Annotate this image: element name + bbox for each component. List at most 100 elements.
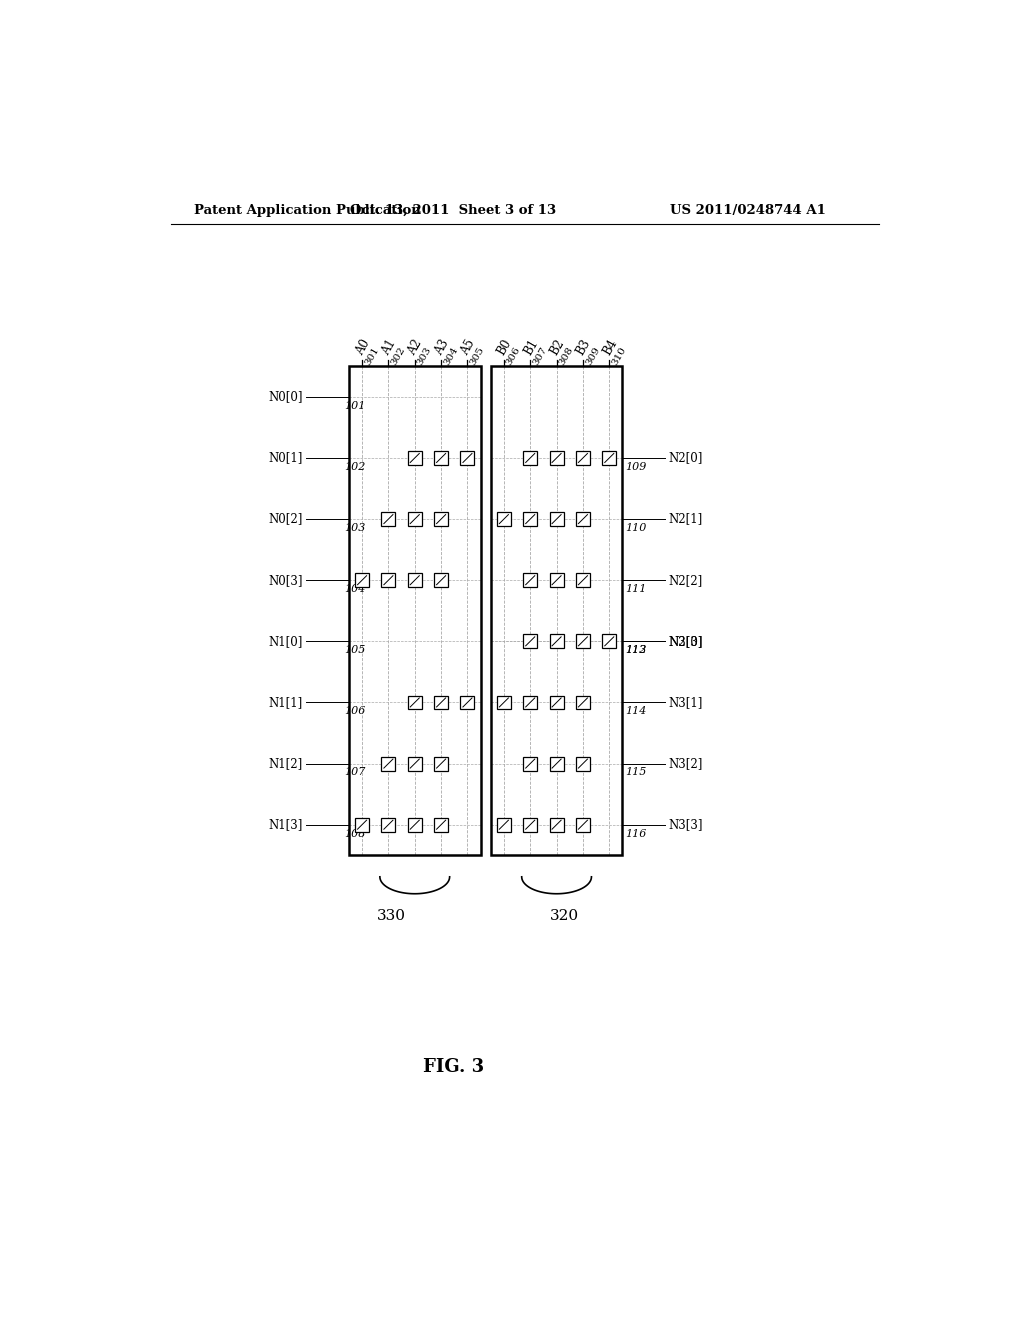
Bar (523, 635, 538, 648)
Text: 301: 301 (362, 346, 381, 367)
Bar (523, 756, 538, 771)
Text: 303: 303 (416, 346, 433, 367)
Bar (550, 451, 563, 465)
Bar (575, 696, 590, 709)
Text: 305: 305 (468, 346, 486, 367)
Text: N1[3]: N1[3] (268, 818, 303, 832)
Text: 104: 104 (344, 583, 366, 594)
Text: 330: 330 (377, 909, 406, 923)
Bar (355, 573, 369, 587)
Bar (408, 573, 422, 587)
Bar (575, 573, 590, 587)
Bar (575, 512, 590, 527)
Text: 101: 101 (344, 401, 366, 411)
Text: 116: 116 (625, 829, 646, 838)
Bar (355, 818, 369, 832)
Text: N3[0]: N3[0] (669, 635, 702, 648)
Text: 320: 320 (550, 909, 579, 923)
Text: B3: B3 (574, 337, 593, 358)
Text: 306: 306 (505, 346, 522, 367)
Text: 114: 114 (625, 706, 646, 717)
Text: B4: B4 (600, 337, 620, 358)
Bar (434, 451, 449, 465)
Text: 105: 105 (344, 645, 366, 655)
Text: N1[0]: N1[0] (268, 635, 303, 648)
Bar (602, 451, 616, 465)
Text: Oct. 13, 2011  Sheet 3 of 13: Oct. 13, 2011 Sheet 3 of 13 (350, 205, 557, 218)
Bar (550, 512, 563, 527)
Bar (408, 818, 422, 832)
Bar (523, 451, 538, 465)
Bar (497, 512, 511, 527)
Text: N3[3]: N3[3] (669, 818, 702, 832)
Bar (434, 512, 449, 527)
Bar (408, 756, 422, 771)
Text: N2[2]: N2[2] (669, 574, 702, 586)
Bar (550, 635, 563, 648)
Bar (381, 818, 395, 832)
Bar (523, 573, 538, 587)
Bar (523, 696, 538, 709)
Bar (381, 573, 395, 587)
Text: N1[2]: N1[2] (269, 758, 303, 770)
Bar (602, 635, 616, 648)
Text: 112: 112 (625, 645, 646, 655)
Text: N2[1]: N2[1] (669, 512, 702, 525)
Text: N3[1]: N3[1] (669, 696, 702, 709)
Bar (550, 573, 563, 587)
Bar (575, 818, 590, 832)
Text: FIG. 3: FIG. 3 (423, 1059, 484, 1076)
Text: 308: 308 (557, 346, 575, 367)
Bar (550, 818, 563, 832)
Text: 107: 107 (344, 767, 366, 777)
Bar (523, 818, 538, 832)
Text: 103: 103 (344, 523, 366, 533)
Text: B2: B2 (548, 337, 567, 358)
Bar (434, 818, 449, 832)
Bar (434, 756, 449, 771)
Bar (575, 756, 590, 771)
Bar (434, 696, 449, 709)
Text: 109: 109 (625, 462, 646, 471)
Bar (497, 696, 511, 709)
Text: 307: 307 (531, 346, 549, 367)
Text: 108: 108 (344, 829, 366, 838)
Text: A2: A2 (406, 337, 425, 358)
Bar (461, 451, 474, 465)
Bar (497, 818, 511, 832)
Text: 310: 310 (610, 346, 628, 367)
Text: 302: 302 (389, 346, 407, 367)
Bar (575, 451, 590, 465)
Text: A5: A5 (459, 337, 478, 358)
Text: US 2011/0248744 A1: US 2011/0248744 A1 (670, 205, 826, 218)
Text: B0: B0 (495, 337, 514, 358)
Text: N0[1]: N0[1] (268, 451, 303, 465)
Text: 309: 309 (584, 346, 601, 367)
Text: N3[2]: N3[2] (669, 758, 702, 770)
Text: B1: B1 (521, 337, 541, 358)
Bar (550, 756, 563, 771)
Text: Patent Application Publication: Patent Application Publication (194, 205, 421, 218)
Text: N1[1]: N1[1] (269, 696, 303, 709)
Text: 113: 113 (625, 645, 646, 655)
Bar (461, 696, 474, 709)
Text: A0: A0 (353, 337, 373, 358)
Text: A3: A3 (432, 337, 452, 358)
Text: 115: 115 (625, 767, 646, 777)
Bar (408, 512, 422, 527)
Text: N0[2]: N0[2] (268, 512, 303, 525)
Text: N0[3]: N0[3] (268, 574, 303, 586)
Text: N2[3]: N2[3] (669, 635, 702, 648)
Bar (408, 696, 422, 709)
Bar (381, 756, 395, 771)
Text: N2[0]: N2[0] (669, 451, 702, 465)
Text: 102: 102 (344, 462, 366, 471)
Bar (381, 512, 395, 527)
Bar (490, 367, 623, 855)
Bar (523, 512, 538, 527)
Text: N0[0]: N0[0] (268, 391, 303, 404)
Text: A1: A1 (380, 337, 398, 358)
Text: 111: 111 (625, 583, 646, 594)
Bar (575, 635, 590, 648)
Bar (408, 451, 422, 465)
